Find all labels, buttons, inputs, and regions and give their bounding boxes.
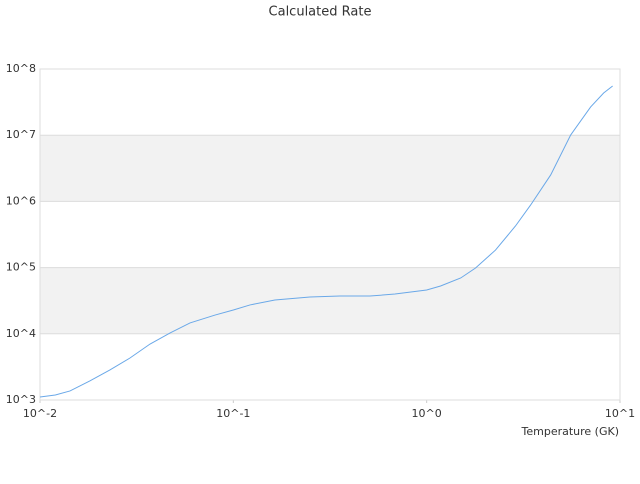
y-tick-label: 10^3: [6, 393, 36, 406]
grid-band: [40, 135, 620, 202]
x-axis-label: Temperature (GK): [521, 425, 620, 438]
chart-title: Calculated Rate: [269, 5, 372, 20]
y-tick-label: 10^7: [6, 128, 36, 141]
bands: [40, 135, 620, 334]
y-tick-label: 10^5: [6, 261, 36, 274]
x-tick-label: 10^-1: [216, 407, 250, 420]
y-tick-label: 10^8: [6, 62, 36, 75]
x-tick-label: 10^-2: [23, 407, 57, 420]
plot-border: [39, 68, 621, 401]
series-line: [39, 85, 613, 398]
y-tick-label: 10^6: [6, 194, 36, 207]
x-tick-label: 10^1: [605, 407, 635, 420]
grid-band: [40, 267, 620, 334]
y-tick-label: 10^4: [6, 327, 36, 340]
x-tick-label: 10^0: [412, 407, 442, 420]
